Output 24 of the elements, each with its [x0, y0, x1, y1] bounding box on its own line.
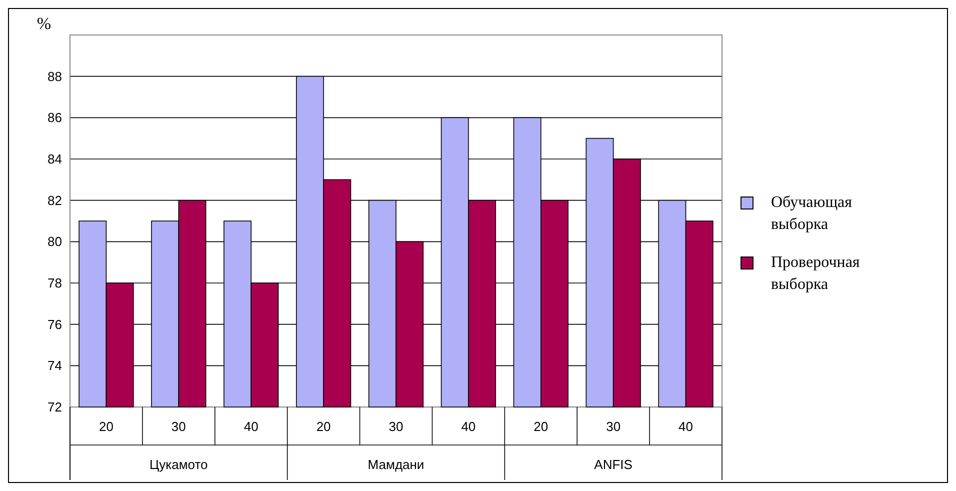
x-tick-label: 40 [678, 419, 694, 434]
text: ANFIS [594, 457, 633, 472]
x-tick-label: 30 [388, 419, 404, 434]
x-tick-label: 40 [461, 419, 476, 434]
y-tick-label: 84 [48, 152, 62, 167]
x-tick-label: 20 [316, 419, 331, 434]
legend-label: Обучающая выборка [771, 194, 853, 233]
x-tick-label: 40 [244, 419, 258, 434]
y-tick-label: 72 [48, 400, 62, 415]
legend-label: Проверочная выборка [771, 254, 860, 293]
text: Цукамото [150, 457, 208, 472]
y-axis-title: % [36, 14, 52, 33]
x-tick-label: 30 [606, 419, 621, 434]
x-tick-label: 20 [98, 419, 114, 434]
y-tick-label: 82 [48, 192, 62, 208]
y-tick-label: 88 [48, 68, 62, 84]
x-tick-label: 30 [171, 419, 186, 434]
y-tick-label: 86 [48, 110, 62, 126]
y-tick-label: 76 [48, 316, 62, 332]
y-tick-label: 74 [48, 358, 62, 374]
y-tick-label: 78 [48, 276, 62, 291]
y-tick-label: 80 [48, 234, 62, 250]
text: Мамдани [368, 457, 424, 472]
x-tick-label: 20 [534, 419, 548, 434]
